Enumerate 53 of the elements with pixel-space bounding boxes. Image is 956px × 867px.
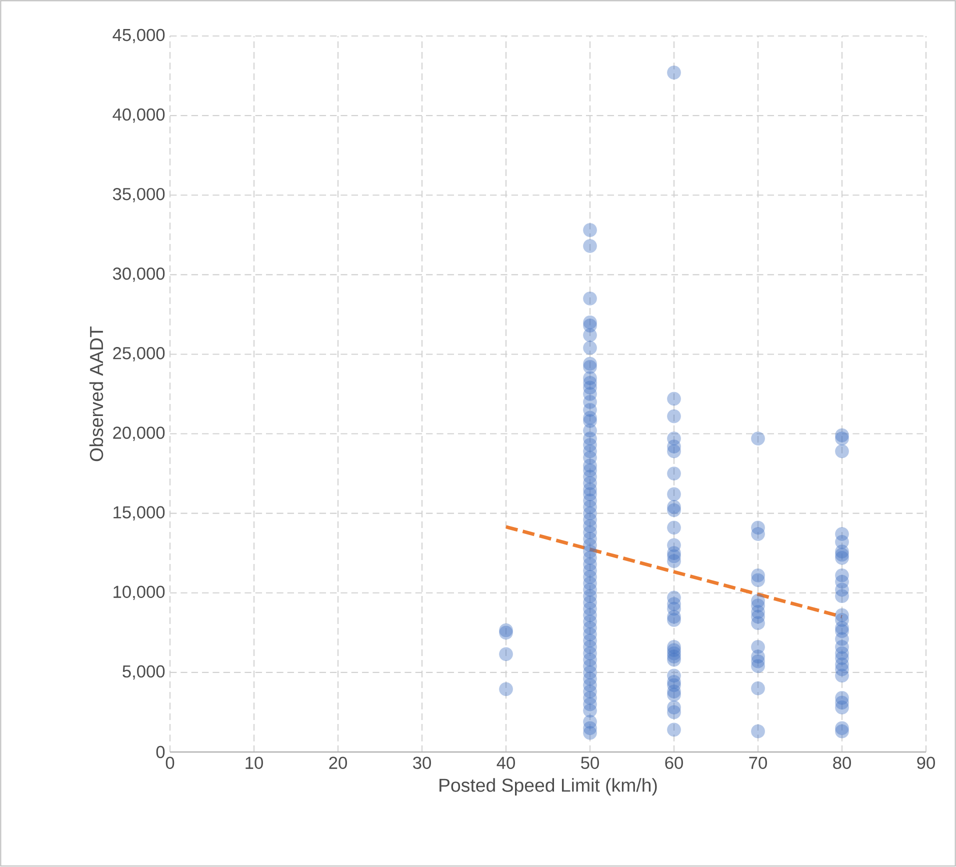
point	[667, 722, 681, 737]
point	[835, 432, 849, 446]
point	[751, 573, 765, 588]
x-tick-label: 20	[329, 756, 347, 770]
y-tick-label: 40,000	[112, 108, 165, 123]
point	[667, 520, 681, 535]
x-tick-label: 30	[413, 756, 431, 770]
point	[835, 551, 849, 565]
y-tick-label: 0	[156, 746, 165, 758]
y-tick-label: 20,000	[113, 426, 165, 442]
x-tick-label: 80	[833, 756, 851, 770]
y-tick-label: 10,000	[114, 586, 165, 600]
point	[835, 589, 849, 604]
point	[667, 613, 681, 628]
point	[751, 616, 765, 630]
x-tick-label: 60	[665, 756, 683, 770]
x-tick-label: 70	[749, 756, 767, 770]
point	[667, 652, 681, 667]
y-tick-label: 45,000	[112, 29, 165, 44]
y-tick-label: 15,000	[114, 506, 165, 521]
point	[667, 705, 681, 720]
point	[835, 668, 849, 683]
x-tick-label: 90	[917, 756, 935, 770]
point	[667, 487, 681, 502]
x-tick-label: 40	[496, 756, 515, 770]
y-tick-label: 30,000	[112, 268, 165, 282]
y-axis-title: Observed AADT	[89, 326, 104, 462]
point	[667, 66, 681, 80]
point	[751, 682, 765, 696]
x-tick-label: 0	[166, 756, 174, 770]
point	[667, 444, 681, 458]
point	[667, 688, 681, 702]
point	[751, 659, 765, 674]
x-axis-title: Posted Speed Limit (km/h)	[440, 778, 657, 796]
point	[835, 700, 849, 715]
point	[667, 410, 681, 424]
x-tick-label: 50	[581, 756, 599, 770]
y-tick-label: 5,000	[122, 665, 165, 680]
point	[499, 626, 513, 640]
point	[667, 503, 681, 518]
point	[751, 432, 765, 446]
x-tick-label: 10	[246, 756, 263, 770]
point	[499, 682, 513, 696]
point	[751, 724, 765, 738]
point	[835, 444, 849, 458]
point	[667, 392, 681, 406]
point	[835, 724, 849, 738]
point	[667, 554, 681, 568]
y-tick-label: 25,000	[113, 347, 165, 362]
point	[751, 527, 765, 542]
point	[667, 466, 681, 481]
point	[499, 647, 513, 662]
y-tick-label: 35,000	[112, 188, 165, 202]
